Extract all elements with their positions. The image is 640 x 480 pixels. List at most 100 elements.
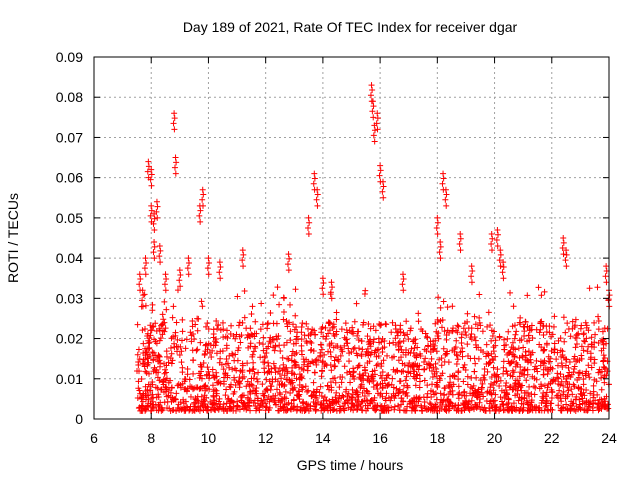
data-point xyxy=(460,400,467,407)
data-point xyxy=(320,280,327,287)
data-point xyxy=(364,405,371,412)
data-point xyxy=(327,348,334,355)
data-point xyxy=(442,186,449,193)
data-point xyxy=(196,407,203,414)
data-point xyxy=(361,367,368,374)
data-point xyxy=(370,103,377,110)
data-point xyxy=(381,377,388,384)
data-point xyxy=(229,366,236,373)
x-tick-label: 8 xyxy=(147,430,155,446)
data-point xyxy=(455,376,462,383)
data-point xyxy=(548,347,555,354)
data-point xyxy=(425,360,432,367)
data-point xyxy=(431,345,438,352)
data-point xyxy=(319,368,326,375)
data-point xyxy=(270,397,277,404)
data-point xyxy=(239,247,246,254)
data-point xyxy=(401,362,408,369)
data-point xyxy=(298,373,305,380)
data-point xyxy=(198,375,205,382)
data-point xyxy=(171,110,178,117)
data-point xyxy=(333,316,340,323)
data-point xyxy=(371,138,378,145)
data-point xyxy=(167,345,174,352)
data-point xyxy=(586,374,593,381)
data-point xyxy=(480,349,487,356)
data-point xyxy=(528,397,535,404)
data-point xyxy=(571,383,578,390)
data-point xyxy=(305,387,312,394)
data-point xyxy=(430,364,437,371)
data-point xyxy=(298,365,305,372)
data-point xyxy=(168,350,175,357)
data-point xyxy=(553,356,560,363)
y-tick-label: 0.07 xyxy=(56,129,83,145)
data-point xyxy=(560,382,567,389)
data-point xyxy=(600,352,607,359)
data-point xyxy=(379,393,386,400)
data-point xyxy=(338,326,345,333)
data-point xyxy=(263,376,270,383)
data-point xyxy=(310,388,317,395)
data-point xyxy=(500,401,507,408)
data-point xyxy=(307,338,314,345)
data-point xyxy=(484,388,491,395)
data-point xyxy=(213,339,220,346)
data-point xyxy=(333,328,340,335)
data-point xyxy=(583,407,590,414)
data-point xyxy=(587,350,594,357)
data-point xyxy=(364,388,371,395)
data-point xyxy=(524,389,531,396)
data-point xyxy=(455,391,462,398)
data-point xyxy=(161,328,168,335)
data-point xyxy=(244,331,251,338)
data-point xyxy=(573,340,580,347)
data-point xyxy=(277,348,284,355)
data-point xyxy=(407,327,414,334)
data-point xyxy=(291,371,298,378)
data-point xyxy=(146,339,153,346)
data-point xyxy=(379,368,386,375)
data-point xyxy=(368,397,375,404)
data-point xyxy=(261,353,268,360)
data-point xyxy=(432,320,439,327)
data-point xyxy=(505,396,512,403)
data-point xyxy=(183,336,190,343)
data-point xyxy=(328,387,335,394)
data-point xyxy=(518,387,525,394)
data-point xyxy=(319,275,326,282)
data-point xyxy=(321,407,328,414)
data-point xyxy=(135,385,142,392)
data-point xyxy=(254,395,261,402)
data-point xyxy=(545,353,552,360)
data-point xyxy=(289,387,296,394)
data-point xyxy=(197,339,204,346)
data-point xyxy=(468,404,475,411)
data-point xyxy=(463,332,470,339)
data-point xyxy=(392,322,399,329)
data-point xyxy=(407,400,414,407)
data-point xyxy=(391,403,398,410)
data-point xyxy=(562,362,569,369)
data-point xyxy=(554,392,561,399)
data-point xyxy=(390,384,397,391)
data-point xyxy=(595,401,602,408)
data-point xyxy=(437,243,444,250)
data-point xyxy=(342,320,349,327)
data-point xyxy=(201,383,208,390)
data-point xyxy=(320,291,327,298)
data-point xyxy=(409,397,416,404)
data-point xyxy=(563,263,570,270)
axis-ticks xyxy=(93,56,610,420)
data-point xyxy=(422,355,429,362)
data-point xyxy=(361,393,368,400)
data-point xyxy=(346,327,353,334)
data-point xyxy=(557,395,564,402)
data-point xyxy=(153,198,160,205)
data-point xyxy=(179,328,186,335)
data-point xyxy=(206,259,213,266)
data-point xyxy=(370,132,377,139)
data-point xyxy=(164,405,171,412)
data-point xyxy=(347,406,354,413)
data-point xyxy=(509,323,516,330)
